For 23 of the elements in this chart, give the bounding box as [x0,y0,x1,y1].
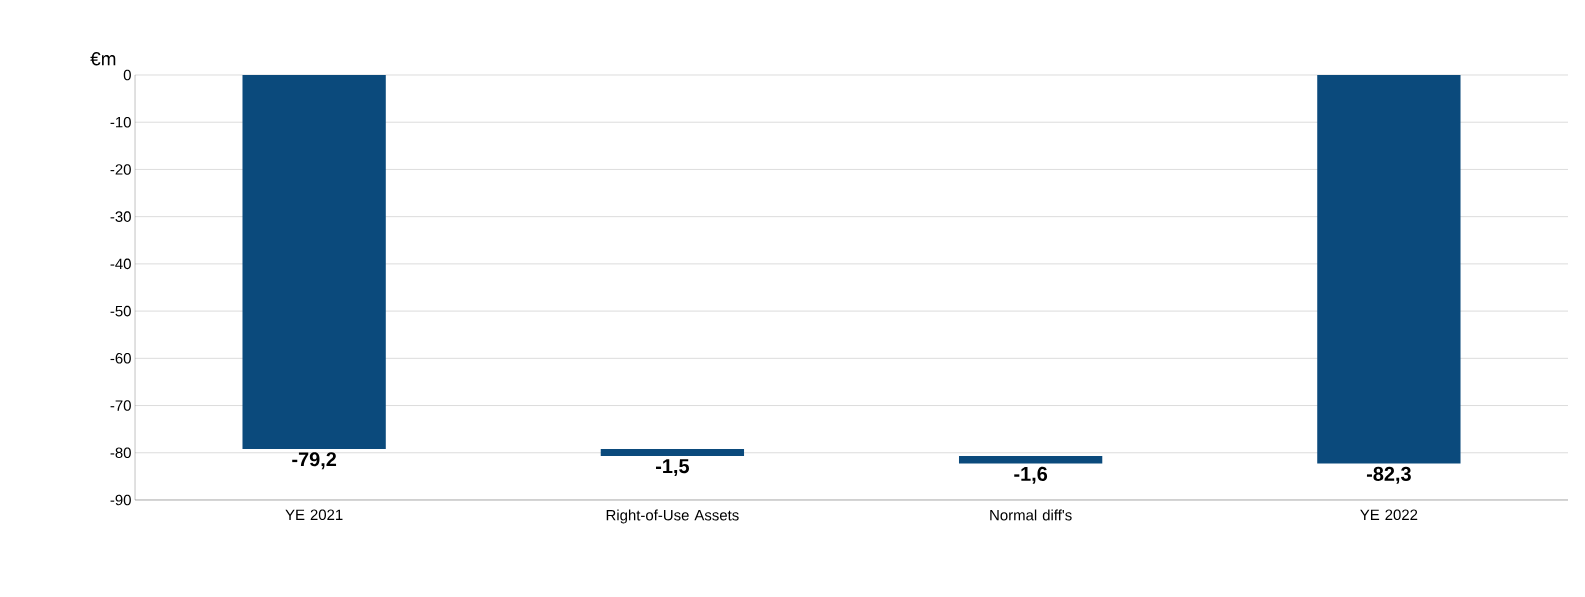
y-tick-label: -10 [110,116,131,128]
bar [600,448,745,457]
y-tick-label: -50 [110,305,131,317]
x-tick-label: Normal diff's [990,509,1072,521]
x-tick-label: YE 2022 [1360,509,1418,521]
x-tick-label: YE 2021 [285,509,343,521]
y-tick-label: -60 [110,353,131,364]
data-label: -79,2 [292,452,337,470]
data-label: -1,6 [1014,466,1048,484]
data-label: -1,5 [656,459,689,477]
bar [958,456,1103,464]
y-tick-label: -80 [110,447,131,459]
bar [1317,74,1461,464]
y-tick-label: -90 [110,494,131,506]
x-tick-label: Right-of-Use Assets [606,509,739,524]
y-tick-label: -20 [110,164,131,175]
y-axis-title: €m [90,52,116,66]
y-tick-label: 0 [123,69,131,81]
data-label: -82,3 [1366,466,1411,484]
y-tick-label: -70 [110,400,131,411]
bar [242,74,386,449]
y-tick-label: -30 [110,211,131,222]
y-tick-label: -40 [110,258,131,270]
